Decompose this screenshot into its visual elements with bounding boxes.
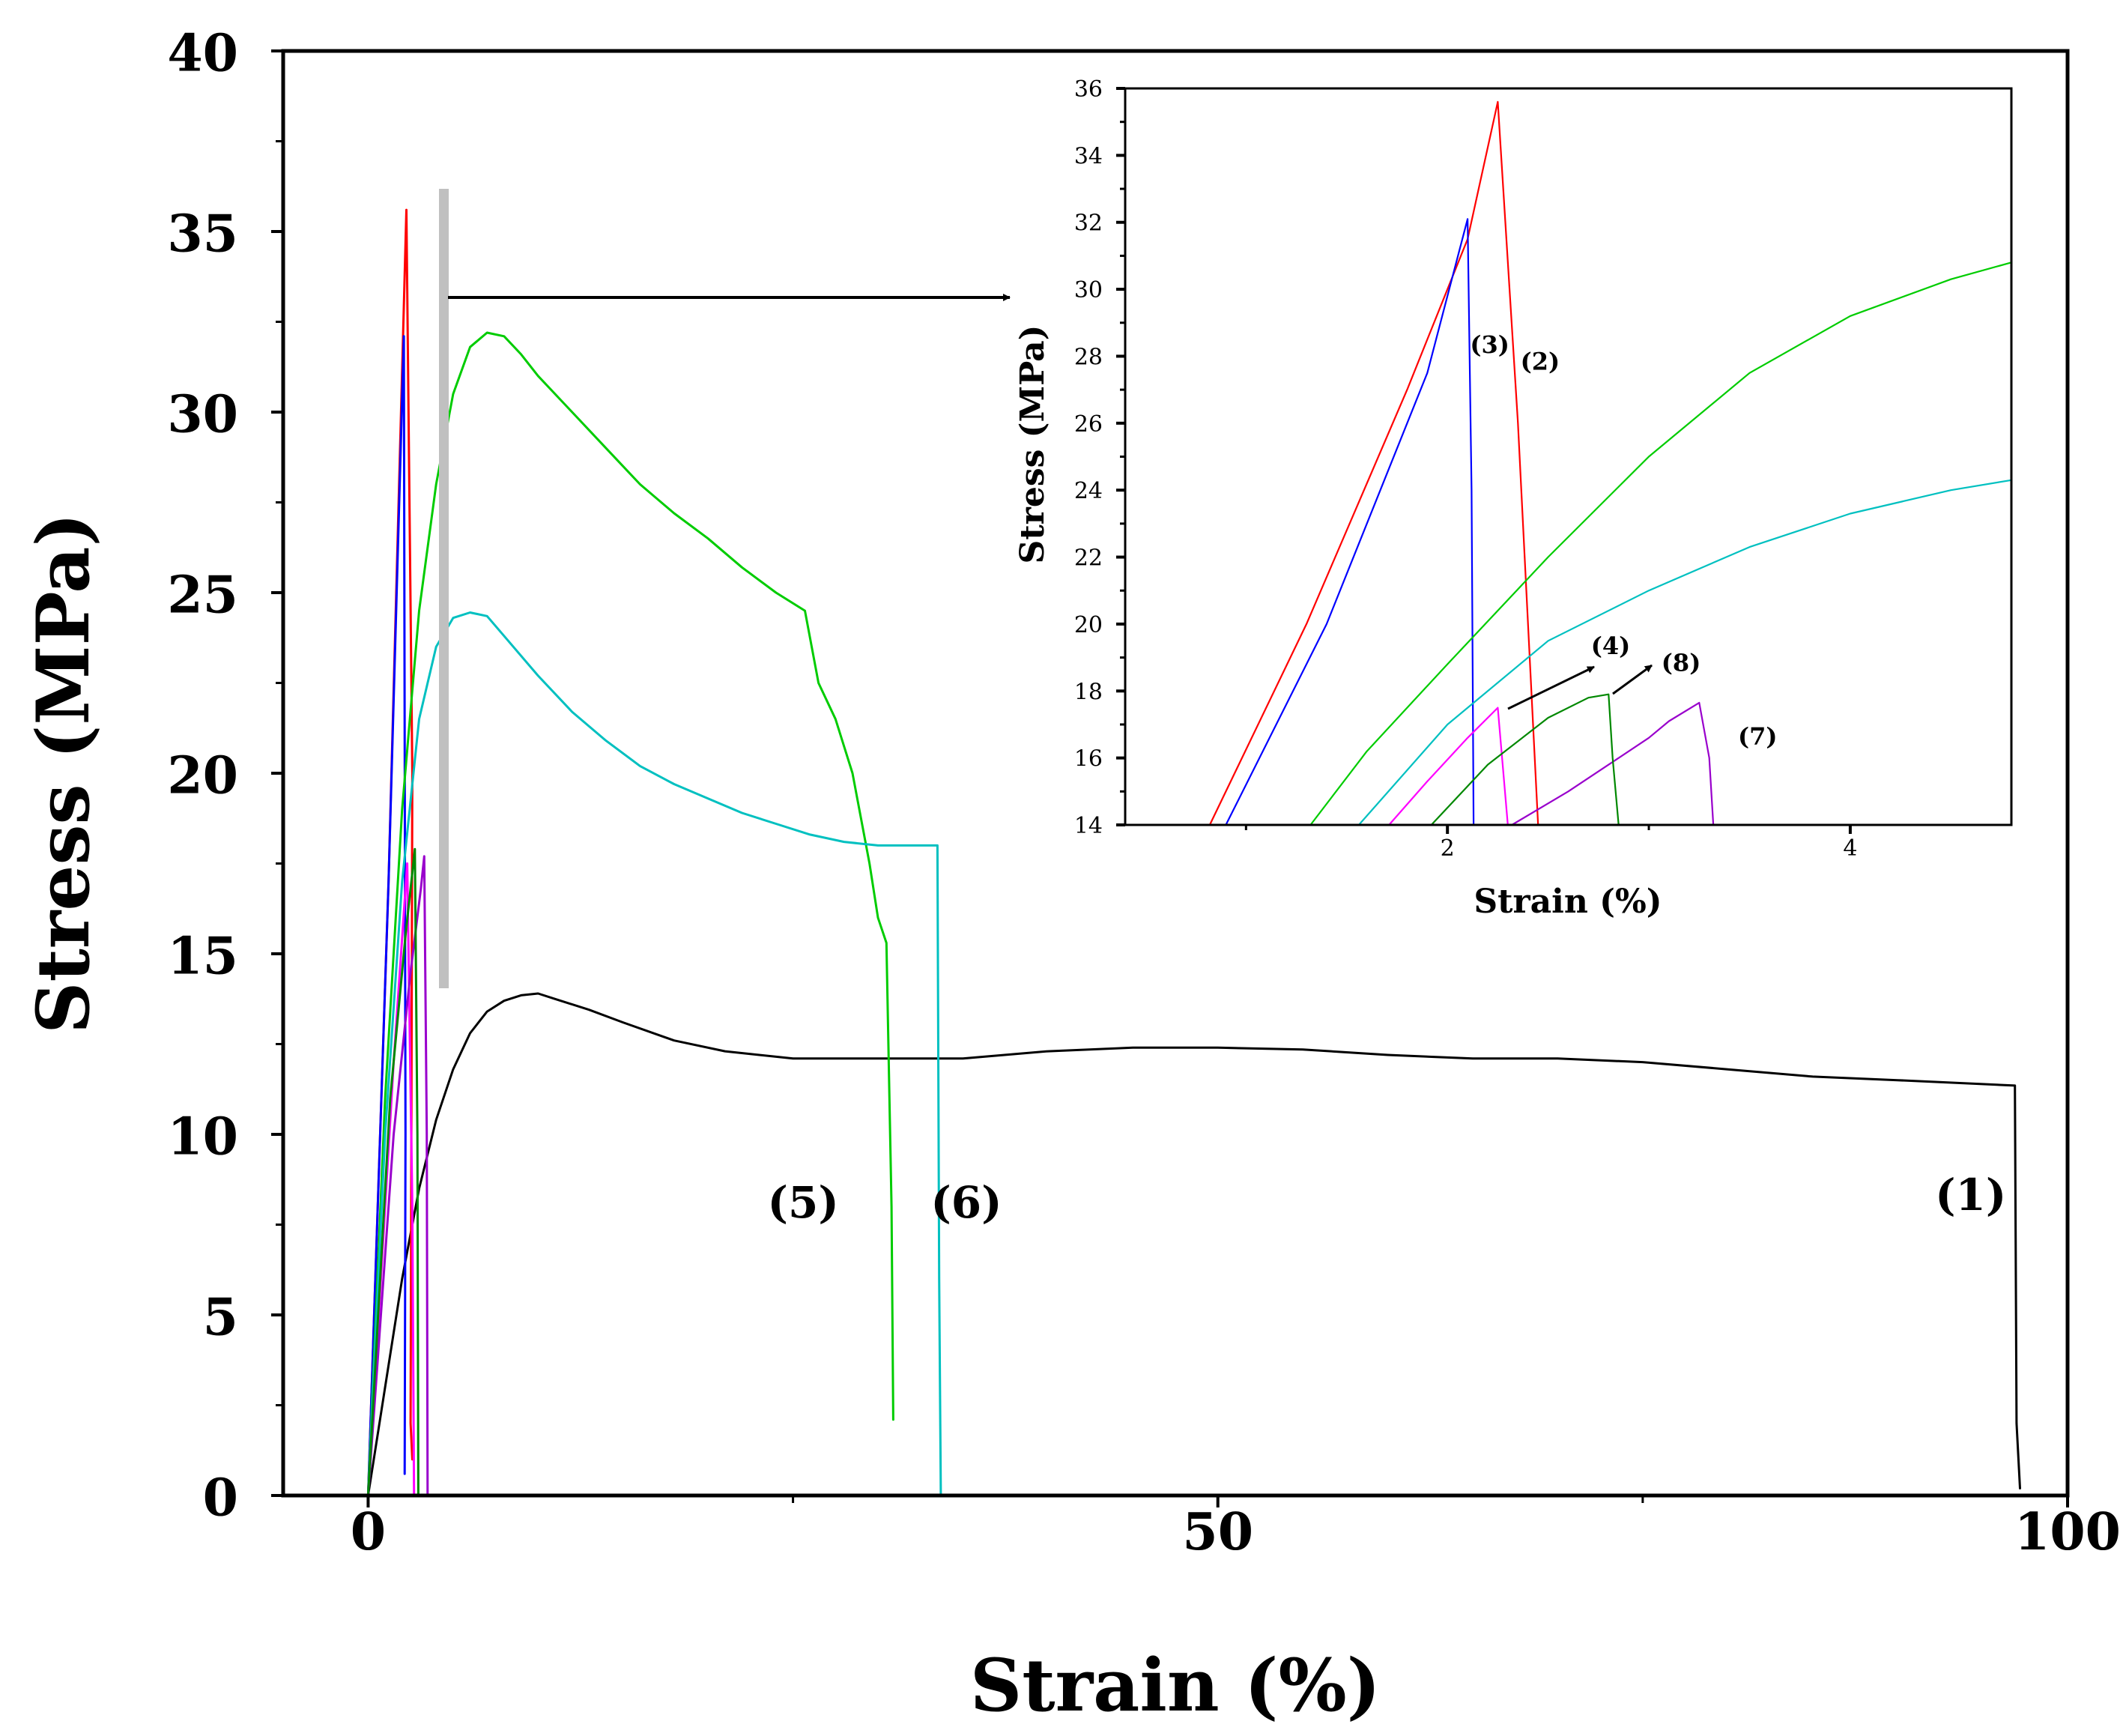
inset-y-tick-label: 26 <box>1074 411 1103 438</box>
inset-y-tick-label: 28 <box>1074 344 1103 370</box>
main-ticks <box>271 49 2069 1507</box>
inset-x-tick-label: 4 <box>1843 835 1857 862</box>
main-x-tick-label: 0 <box>351 1502 386 1562</box>
inset-series-3 <box>1225 218 1475 826</box>
main-y-tick-label: 40 <box>167 23 238 83</box>
main-series-1 <box>366 992 2021 1497</box>
main-y-tick-label: 20 <box>167 745 238 805</box>
inset-x-axis-title: Strain (%) <box>1474 883 1662 921</box>
inset-curve-label-3: (3) <box>1470 330 1509 359</box>
inset-arrow-8 <box>1612 664 1653 695</box>
main-y-tick-label: 10 <box>167 1107 238 1167</box>
inset-curve-label-4: (4) <box>1591 632 1631 660</box>
main-y-tick-label: 25 <box>167 565 238 625</box>
inset-series-8 <box>1430 693 1620 826</box>
inset-y-tick-label: 22 <box>1074 545 1103 572</box>
main-x-tick-label: 100 <box>2014 1502 2121 1562</box>
main-curve-label-6: (6) <box>930 1177 1002 1228</box>
main-series-7 <box>366 855 429 1497</box>
main-tick-labels: 0 50 100 0 5 10 15 20 25 30 35 40 <box>167 23 2121 1562</box>
main-y-tick-label: 0 <box>203 1468 238 1528</box>
main-series-3 <box>366 335 407 1497</box>
inset-y-tick-label: 32 <box>1074 211 1103 237</box>
inset-series-6 <box>1357 479 2013 826</box>
inset-series-5 <box>1309 261 2013 826</box>
inset-curves <box>1208 100 2013 826</box>
main-y-tick-label: 30 <box>167 384 238 444</box>
zoom-region-bar <box>439 189 449 988</box>
main-series-6 <box>366 611 942 1497</box>
main-y-tick-label: 15 <box>167 926 238 986</box>
inset-y-tick-label: 30 <box>1074 277 1103 303</box>
main-curve-label-5: (5) <box>768 1177 839 1228</box>
main-curve-label-1: (1) <box>1935 1170 2006 1221</box>
inset-x-tick-label: 2 <box>1441 835 1455 862</box>
inset-curve-label-7: (7) <box>1738 722 1778 751</box>
inset-curve-label-2: (2) <box>1521 347 1560 375</box>
main-x-axis-title: Strain (%) <box>970 1643 1381 1728</box>
inset-y-tick-label: 24 <box>1074 478 1103 504</box>
inset-y-tick-label: 16 <box>1074 746 1103 772</box>
inset-curve-labels: (3) (2) (4) (8) (7) <box>1470 330 1777 751</box>
inset-series-4 <box>1388 707 1509 826</box>
main-y-axis-title: Stress (MPa) <box>21 512 106 1034</box>
inset-y-tick-label: 36 <box>1074 76 1103 103</box>
inset-curve-label-8: (8) <box>1662 648 1701 677</box>
inset-y-tick-label: 14 <box>1074 813 1103 839</box>
inset-y-tick-label: 34 <box>1074 143 1103 169</box>
inset-arrow-4 <box>1507 665 1595 710</box>
inset-ticks <box>1116 87 1852 834</box>
inset-y-tick-label: 18 <box>1074 679 1103 705</box>
main-x-tick-label: 50 <box>1182 1502 1253 1562</box>
inset-background <box>1125 88 2011 825</box>
main-curve-labels: (5) (6) (1) <box>768 1170 2007 1228</box>
inset-y-axis-title: Stress (MPa) <box>1014 325 1052 564</box>
inset-series-7 <box>1511 701 1715 826</box>
main-y-tick-label: 35 <box>167 204 238 264</box>
main-chart: 0 50 100 0 5 10 15 20 25 30 35 40 Strain (%) Stress… <box>21 23 2121 1728</box>
inset-y-tick-label: 20 <box>1074 612 1103 638</box>
main-y-tick-label: 5 <box>203 1287 238 1347</box>
main-series-8 <box>366 847 420 1497</box>
